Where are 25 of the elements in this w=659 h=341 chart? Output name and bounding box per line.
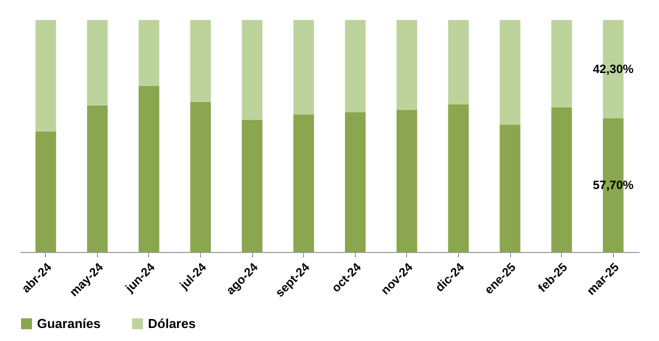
bar: [190, 102, 211, 252]
bar: [242, 120, 262, 252]
bar: [551, 20, 572, 108]
bar: [551, 107, 572, 252]
bar: [448, 20, 469, 104]
bar: [242, 20, 262, 120]
bar: [396, 110, 418, 252]
bar: [500, 124, 520, 252]
legend-label: Guaraníes: [37, 316, 101, 331]
bar: [87, 105, 108, 252]
bar: [448, 104, 469, 252]
bar: [138, 86, 160, 252]
legend-label: Dólares: [148, 316, 196, 331]
bar: [87, 20, 108, 106]
bar: [344, 112, 366, 252]
bar: [35, 131, 56, 252]
bar: [35, 20, 56, 132]
bar: [293, 20, 314, 114]
bar: [293, 114, 314, 252]
bar: [500, 20, 520, 125]
bar: [138, 20, 160, 86]
bar: [190, 20, 211, 102]
bar: [396, 20, 418, 110]
data-label: 42,30%: [592, 62, 634, 76]
bar: [344, 20, 366, 112]
